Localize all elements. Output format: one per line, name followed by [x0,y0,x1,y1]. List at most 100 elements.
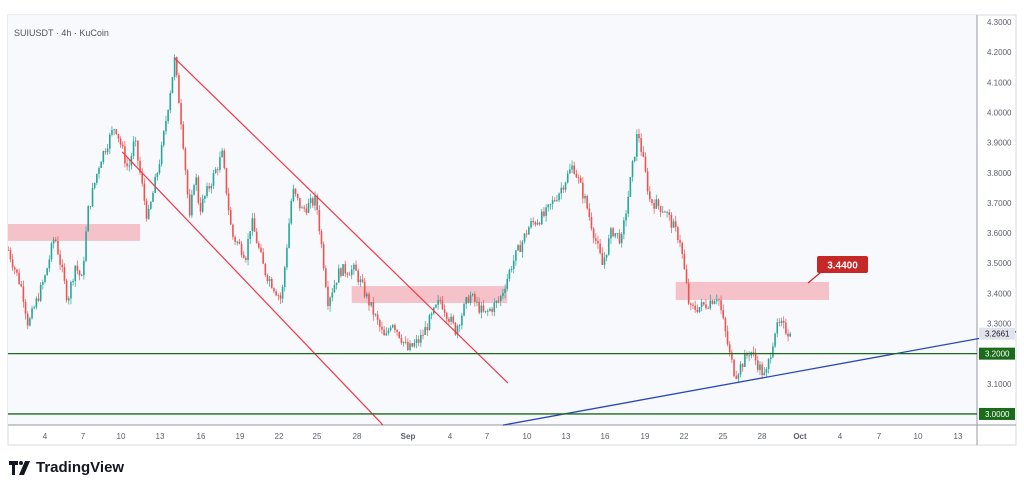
candle [465,297,467,304]
candle [9,250,12,260]
candle [597,240,599,244]
candle [556,200,558,201]
candle [191,194,193,216]
candle [746,353,748,356]
candle [549,203,552,205]
candle [664,211,666,213]
candle [480,305,483,313]
candle [117,133,120,139]
candle [612,228,614,237]
candle [666,212,668,214]
candle [709,300,712,309]
candle [318,210,321,232]
candle [288,223,290,248]
candle [102,151,105,162]
candle [13,267,16,270]
candle [493,302,496,312]
candle [452,316,455,323]
candle [644,156,647,172]
candle [337,268,340,283]
candle [404,341,407,343]
candle [381,326,383,330]
candle [175,57,178,76]
candle [754,352,757,361]
candle [636,134,638,157]
candle [111,129,113,135]
candle [711,300,714,304]
candle [26,313,29,326]
candle [625,213,627,221]
candle [76,265,79,271]
candle [618,233,621,244]
candle [782,320,785,323]
candle [167,110,169,122]
candle [296,193,299,199]
candle [193,185,195,195]
candle [474,294,476,302]
candle [137,140,139,161]
candle [603,257,606,265]
candle [718,299,720,301]
candle [469,295,472,303]
candle [547,204,550,208]
candle [558,193,560,201]
candle [744,353,746,367]
candle [59,254,61,265]
candle [204,195,206,199]
candle [737,374,740,379]
candle [100,161,102,168]
candle [586,195,588,209]
candle [299,198,301,209]
candle [370,302,372,306]
candle [551,200,554,204]
y-tick-label: 3.6000 [987,229,1012,238]
candle [541,211,543,225]
candle [633,156,636,162]
candle [132,141,135,156]
candle [98,167,100,174]
candle [439,300,442,301]
candle [458,325,461,327]
candle [694,305,696,310]
candle [268,279,271,282]
candle [487,310,489,312]
candle [463,303,465,316]
candle [528,227,530,235]
candle [670,214,673,228]
candle [661,211,664,213]
candle [705,304,707,309]
candle [774,333,776,347]
candle [18,272,20,284]
price-chart[interactable]: 3.4400 4.3000 4.2000 4.1000 4.0000 3.9000 3.80… [0,0,1024,450]
candle [454,322,457,335]
candle [158,164,161,173]
candle [562,187,565,190]
candle [508,269,511,279]
candle [553,200,556,202]
candle [113,129,115,131]
x-tick-label: 7 [485,432,490,441]
candle [735,376,737,379]
candle [292,188,295,201]
candle [690,303,692,305]
candle [720,300,722,311]
candle [430,313,433,316]
candle [271,279,273,289]
x-tick-label: 28 [758,432,767,441]
candle [143,183,146,201]
candle [595,238,597,241]
candle [646,171,649,192]
candle [411,343,413,347]
candle [497,300,500,302]
candle [445,313,448,319]
candle [778,322,781,324]
candle [72,280,74,283]
candle [340,268,342,276]
tradingview-logo-text: TradingView [36,459,125,476]
candle [577,177,580,179]
x-tick-label: 13 [954,432,963,441]
candle [376,314,379,321]
candle [188,194,191,216]
candle [456,325,459,335]
candle [44,275,46,283]
